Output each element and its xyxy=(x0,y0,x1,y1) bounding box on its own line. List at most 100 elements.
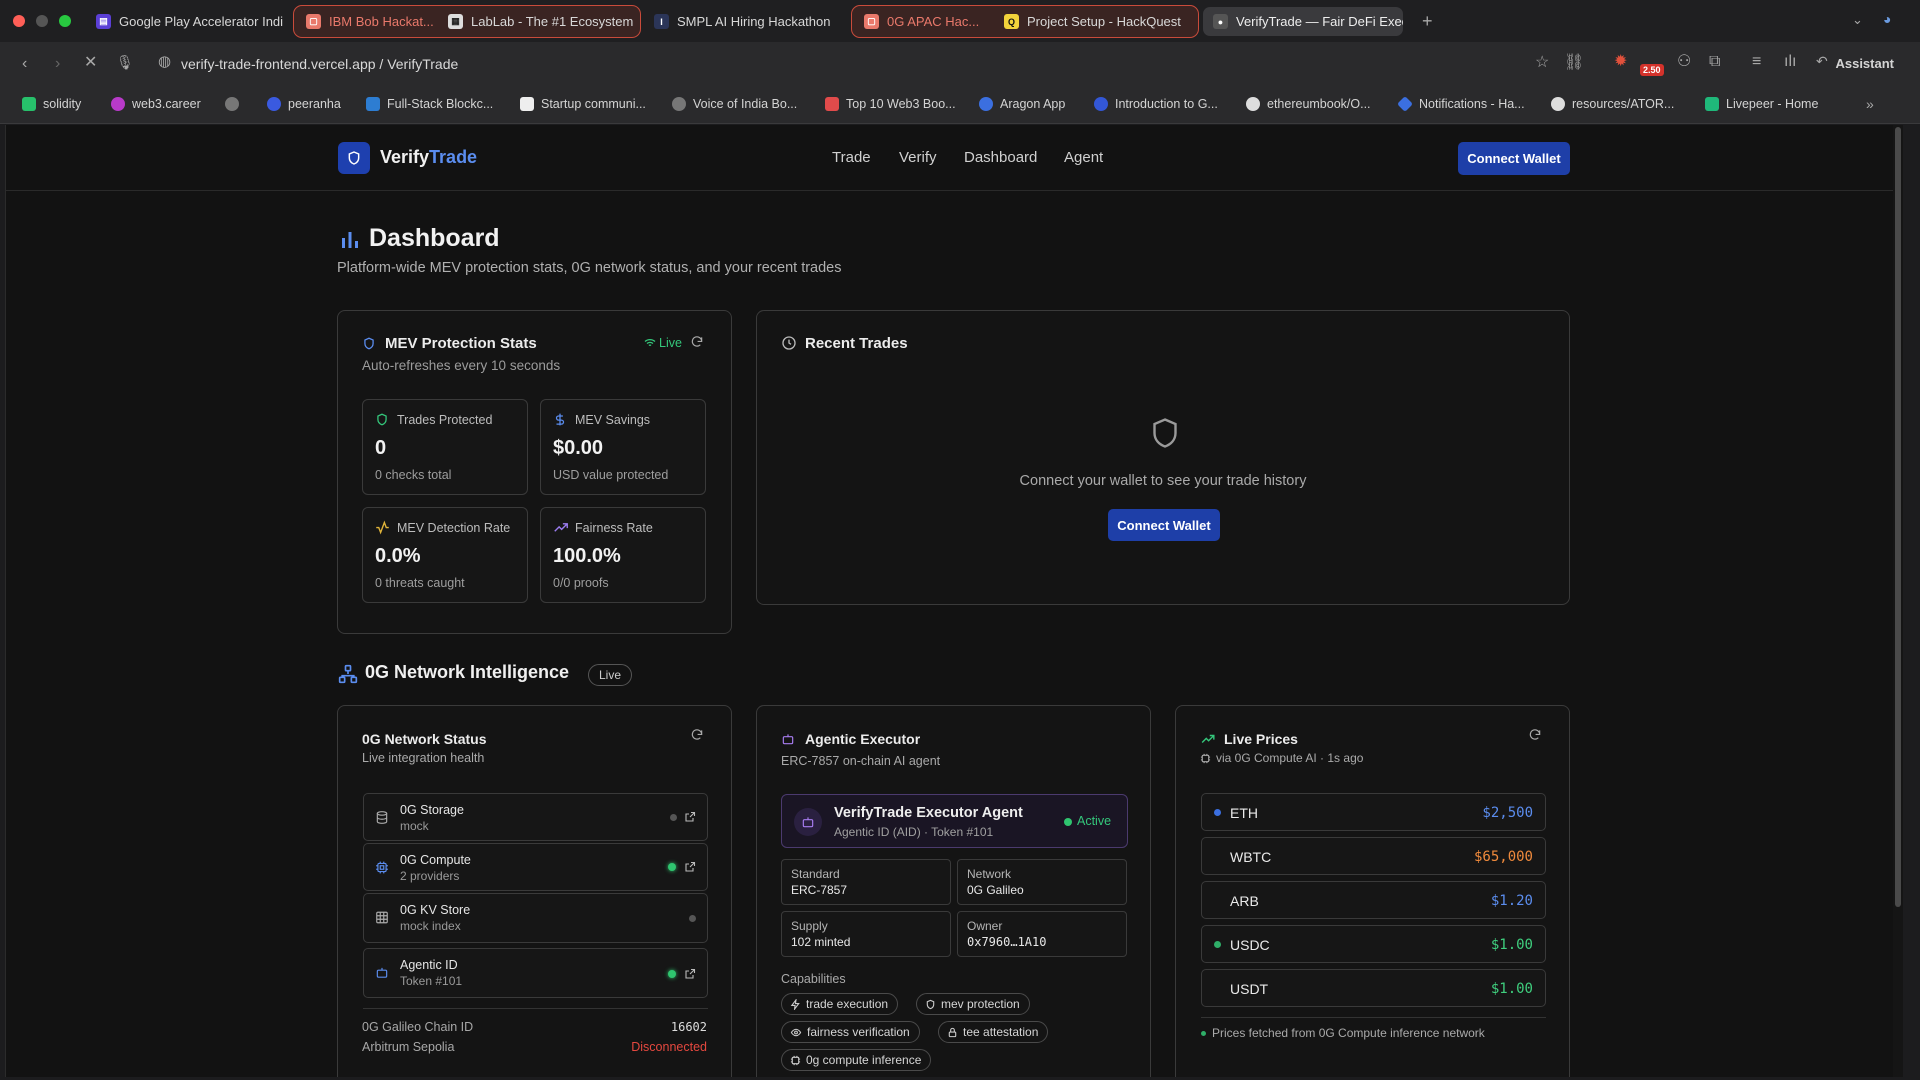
profile-icon[interactable]: ◕ xyxy=(1883,11,1892,27)
tab-hackquest[interactable]: Q Project Setup - HackQuest xyxy=(994,7,1194,36)
chain-id-value: 16602 xyxy=(670,1020,707,1034)
agent-field-supply: Supply 102 minted xyxy=(781,911,951,957)
scrollbar-thumb[interactable] xyxy=(1895,127,1901,907)
stat-label: MEV Detection Rate xyxy=(397,521,511,535)
stop-loading-icon[interactable]: ✕ xyxy=(84,54,98,71)
connect-wallet-button[interactable]: Connect Wallet xyxy=(1458,142,1570,175)
bookmark-favicon xyxy=(1705,97,1719,111)
tab-smpl[interactable]: I SMPL AI Hiring Hackathon xyxy=(644,7,844,36)
bot-icon xyxy=(782,734,794,745)
page-scrollbar[interactable] xyxy=(1893,125,1903,1077)
assistant-button[interactable]: Assistant xyxy=(1835,56,1894,71)
field-key: Supply xyxy=(791,919,828,933)
service-name: 0G Storage xyxy=(400,803,464,817)
service-0g-storage[interactable]: 0G Storage mock xyxy=(363,793,708,841)
refresh-icon[interactable] xyxy=(690,728,704,742)
refresh-icon[interactable] xyxy=(690,335,704,349)
capability-chip: trade execution xyxy=(781,993,899,1015)
service-0g-kv-store[interactable]: 0G KV Store mock index xyxy=(363,893,708,943)
nav-link-agent[interactable]: Agent xyxy=(1064,149,1104,166)
stat-trades-protected: Trades Protected 0 0 checks total xyxy=(362,399,528,495)
bookmark-star-icon[interactable]: ☆ xyxy=(1535,54,1550,71)
bookmark-item[interactable]: Aragon App xyxy=(979,97,1065,111)
microphone-icon[interactable]: 🎙 xyxy=(116,54,134,70)
agentic-executor-subtitle: ERC-7857 on-chain AI agent xyxy=(781,754,941,768)
maximize-window-button[interactable] xyxy=(59,15,71,27)
page-subtitle: Platform-wide MEV protection stats, 0G n… xyxy=(337,260,842,276)
agent-identity-panel[interactable]: VerifyTrade Executor Agent Agentic ID (A… xyxy=(781,794,1128,848)
bookmark-item[interactable]: Livepeer - Home xyxy=(1705,97,1818,111)
back-icon[interactable]: ‹ xyxy=(22,55,28,72)
service-desc: Token #101 xyxy=(400,974,463,988)
tab-group-red-2 xyxy=(851,5,1199,38)
extension-spark-icon[interactable]: ✹ xyxy=(1614,53,1628,70)
audio-icon[interactable]: ılı xyxy=(1784,53,1797,70)
cpu-icon xyxy=(376,861,388,874)
site-info-icon[interactable]: ◍ xyxy=(158,53,172,70)
bookmark-item[interactable]: Full-Stack Blockc... xyxy=(366,97,493,111)
cpu-icon xyxy=(790,1055,801,1065)
external-link-icon[interactable] xyxy=(684,811,696,823)
url-field[interactable]: verify-trade-frontend.vercel.app / Verif… xyxy=(181,56,459,72)
bookmark-item[interactable]: ethereumbook/O... xyxy=(1246,97,1371,111)
assistant-icon[interactable]: ↶ xyxy=(1816,53,1828,69)
page-title: Dashboard xyxy=(369,224,500,252)
bookmark-item[interactable]: Top 10 Web3 Boo... xyxy=(825,97,956,111)
service-agentic-id[interactable]: Agentic ID Token #101 xyxy=(363,948,708,998)
link-icon[interactable]: ⛓ xyxy=(1564,54,1585,71)
extensions-icon[interactable]: ⧉ xyxy=(1709,53,1721,70)
bookmark-favicon xyxy=(1094,97,1108,111)
stat-note: 0/0 proofs xyxy=(553,576,609,590)
extension-badge: 2.50 xyxy=(1640,64,1664,76)
brand-logo[interactable]: VerifyTrade xyxy=(380,147,477,168)
logo-shield-icon[interactable] xyxy=(338,142,370,174)
bookmark-item[interactable]: solidity xyxy=(22,97,81,111)
trending-up-icon xyxy=(554,523,568,532)
bookmark-item[interactable]: Voice of India Bo... xyxy=(672,97,797,111)
browser-tab-bar: ▤ Google Play Accelerator Indi ▢ IBM Bob… xyxy=(0,0,1920,42)
bookmark-item[interactable]: Notifications - Ha... xyxy=(1397,96,1525,112)
extension-mask-icon[interactable]: ⚇ xyxy=(1677,53,1692,70)
bookmark-label: Aragon App xyxy=(1000,97,1066,111)
tab-label: 0G APAC Hac... xyxy=(887,14,980,29)
bookmark-item[interactable]: peeranha xyxy=(267,97,341,111)
forward-icon[interactable]: › xyxy=(55,55,61,72)
shield-icon xyxy=(926,999,935,1009)
more-bookmarks-icon[interactable]: » xyxy=(1866,96,1874,112)
connect-wallet-button[interactable]: Connect Wallet xyxy=(1108,509,1220,541)
price-dot xyxy=(1214,941,1221,948)
live-badge: Live xyxy=(588,664,633,686)
nav-link-dashboard[interactable]: Dashboard xyxy=(964,149,1038,166)
tab-lablab[interactable]: ▦ LabLab - The #1 Ecosystem xyxy=(438,7,638,36)
stat-label: MEV Savings xyxy=(575,413,651,427)
new-tab-icon[interactable]: + xyxy=(1422,11,1433,31)
nav-link-trade[interactable]: Trade xyxy=(832,149,871,166)
bookmark-item[interactable]: resources/ATOR... xyxy=(1551,97,1674,111)
field-value: 0G Galileo xyxy=(967,883,1024,897)
service-0g-compute[interactable]: 0G Compute 2 providers xyxy=(363,843,708,891)
bookmark-item[interactable]: Startup communi... xyxy=(520,97,646,111)
close-window-button[interactable] xyxy=(13,15,25,27)
external-link-icon[interactable] xyxy=(684,861,696,873)
tab-search-icon[interactable]: ≡ xyxy=(1752,53,1762,70)
tab-google-play[interactable]: ▤ Google Play Accelerator Indi xyxy=(86,7,286,36)
bookmark-item[interactable] xyxy=(225,97,246,111)
price-amount: $65,000 xyxy=(1473,849,1533,865)
tab-verifytrade[interactable]: ● VerifyTrade — Fair DeFi Exec xyxy=(1203,7,1403,36)
minimize-window-button[interactable] xyxy=(36,15,48,27)
tab-0g-apac[interactable]: ▢ 0G APAC Hac... xyxy=(854,7,994,36)
grid-icon xyxy=(376,911,388,924)
bookmark-item[interactable]: web3.career xyxy=(111,97,201,111)
external-link-icon[interactable] xyxy=(684,968,696,980)
agentic-executor-card: Agentic Executor ERC-7857 on-chain AI ag… xyxy=(756,705,1151,1077)
stat-label: Trades Protected xyxy=(397,413,493,427)
chevron-down-icon[interactable]: ⌄ xyxy=(1852,12,1863,27)
brand-prefix: Verify xyxy=(380,147,430,167)
tab-group-red xyxy=(293,5,641,38)
bookmark-item[interactable]: Introduction to G... xyxy=(1094,97,1218,111)
nav-link-verify[interactable]: Verify xyxy=(899,149,937,166)
arbitrum-status: Disconnected xyxy=(631,1040,707,1054)
refresh-icon[interactable] xyxy=(1528,728,1542,742)
tab-ibm-bob[interactable]: ▢ IBM Bob Hackat... xyxy=(296,7,441,36)
bookmark-label: ethereumbook/O... xyxy=(1267,97,1371,111)
